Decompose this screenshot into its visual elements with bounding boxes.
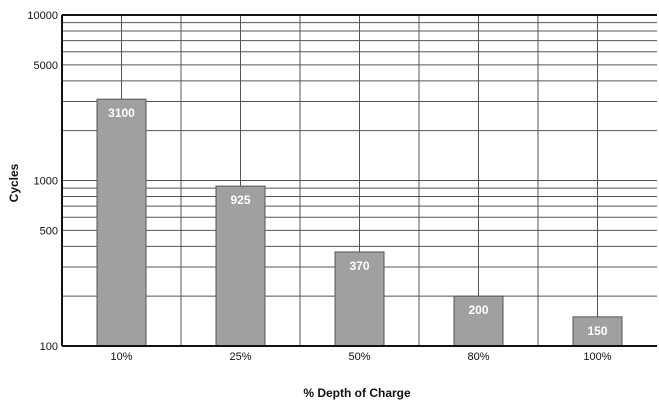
bar	[96, 98, 147, 347]
bars: 3100 925 370 200 150	[96, 98, 623, 347]
y-tick-label: 100	[40, 341, 58, 353]
x-tick-label: 100%	[583, 351, 611, 363]
x-tick-label: 25%	[229, 351, 251, 363]
bar-value-label: 370	[349, 259, 369, 273]
x-tick-label: 10%	[110, 351, 132, 363]
bar	[215, 185, 266, 347]
bar	[572, 316, 623, 347]
x-tick-label: 50%	[348, 351, 370, 363]
y-tick-labels: 100 500 1000 5000 10000	[27, 10, 58, 353]
bar-value-label: 150	[587, 324, 607, 338]
x-tick-labels: 10% 25% 50% 80% 100%	[110, 351, 611, 363]
y-tick-label: 1000	[34, 176, 58, 188]
y-tick-label: 5000	[34, 60, 58, 72]
y-axis-label: Cycles	[7, 163, 21, 202]
bar	[334, 251, 385, 347]
x-axis-label: % Depth of Charge	[303, 386, 411, 400]
plot-frame	[61, 14, 657, 347]
bar-value-label: 3100	[108, 106, 135, 120]
y-tick-label: 10000	[27, 10, 58, 22]
x-tick-label: 80%	[467, 351, 489, 363]
bar-value-label: 925	[230, 193, 250, 207]
y-tick-label: 500	[40, 225, 58, 237]
bar-value-label: 200	[468, 303, 488, 317]
bar	[453, 295, 504, 347]
